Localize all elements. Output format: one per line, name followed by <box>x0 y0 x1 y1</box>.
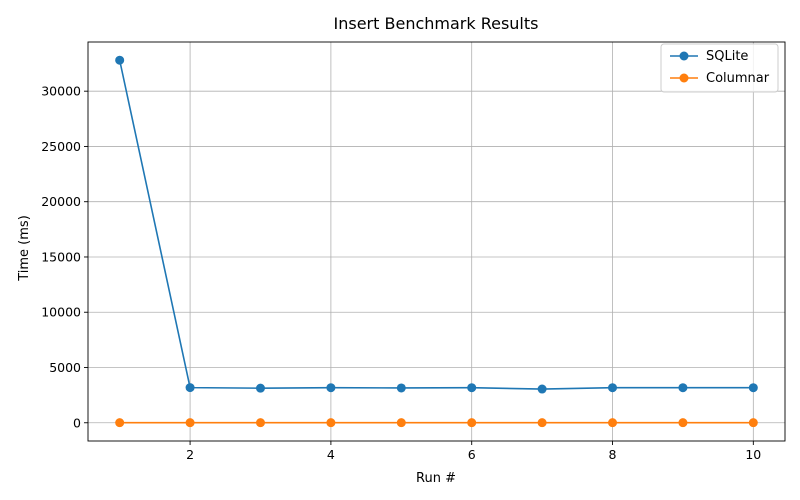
legend-label-sqlite: SQLite <box>706 49 748 64</box>
x-tick-label: 8 <box>609 447 617 462</box>
data-point-sqlite <box>115 55 125 65</box>
x-tick-label: 4 <box>327 447 335 462</box>
y-tick-label: 20000 <box>41 194 81 209</box>
data-point-columnar <box>115 418 125 428</box>
data-point-sqlite <box>326 383 336 393</box>
data-point-columnar <box>748 418 758 428</box>
data-point-sqlite <box>608 383 618 393</box>
x-tick-label: 6 <box>468 447 476 462</box>
data-point-columnar <box>396 418 406 428</box>
data-point-columnar <box>185 418 195 428</box>
data-point-sqlite <box>255 383 265 393</box>
data-point-sqlite <box>678 383 688 393</box>
data-point-sqlite <box>748 383 758 393</box>
series-line-sqlite <box>118 60 754 390</box>
y-tick-label: 15000 <box>41 249 81 264</box>
data-point-columnar <box>537 418 547 428</box>
x-axis-title: Run # <box>416 471 456 486</box>
y-tick-label: 0 <box>73 415 81 430</box>
data-point-columnar <box>678 418 688 428</box>
plot-frame <box>87 41 786 442</box>
series-layer <box>115 55 758 428</box>
data-point-columnar <box>255 418 265 428</box>
data-point-columnar <box>608 418 618 428</box>
data-point-sqlite <box>537 384 547 394</box>
legend-marker-columnar <box>679 73 689 83</box>
y-tick-label: 25000 <box>41 139 81 154</box>
chart-title: Insert Benchmark Results <box>334 14 539 33</box>
data-point-columnar <box>326 418 336 428</box>
tick-layer: 2 4 6 8 10 0 5000 10000 15000 20000 25000 30000 <box>41 84 761 462</box>
data-point-sqlite <box>396 383 406 393</box>
data-point-sqlite <box>467 383 477 393</box>
legend: SQLite Columnar <box>660 43 779 93</box>
legend-marker-sqlite <box>679 51 689 61</box>
data-point-sqlite <box>185 383 195 393</box>
y-tick-label: 30000 <box>41 84 81 99</box>
y-tick-label: 10000 <box>41 305 81 320</box>
x-tick-label: 10 <box>745 447 761 462</box>
y-tick-label: 5000 <box>49 360 81 375</box>
y-axis-title: Time (ms) <box>17 215 32 282</box>
grid-layer <box>88 42 785 441</box>
legend-label-columnar: Columnar <box>706 71 770 86</box>
data-point-columnar <box>467 418 477 428</box>
x-tick-label: 2 <box>186 447 194 462</box>
